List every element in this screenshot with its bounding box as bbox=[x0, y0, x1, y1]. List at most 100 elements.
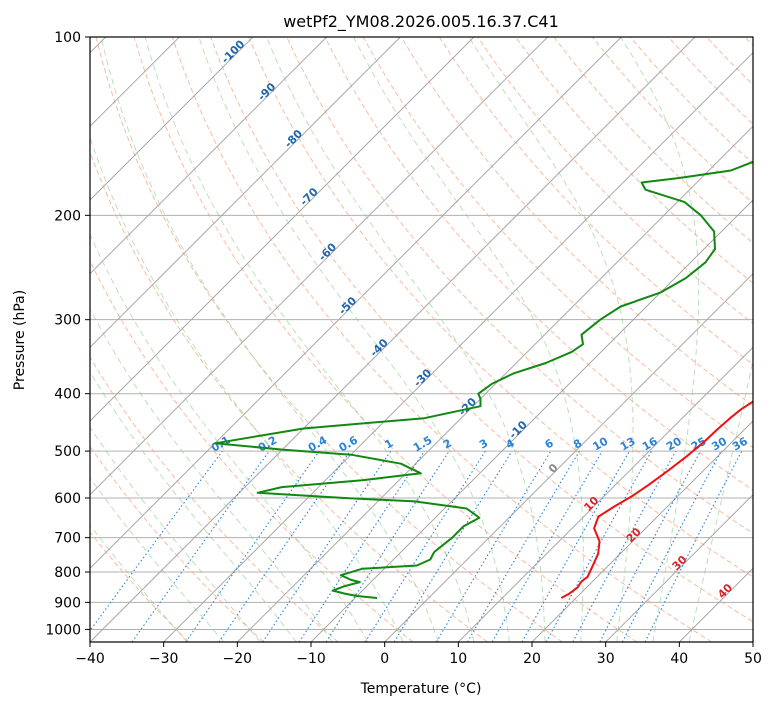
y-tick-label: 200 bbox=[54, 208, 81, 224]
isotherm-line bbox=[384, 272, 753, 642]
dry-adiabat bbox=[668, 37, 753, 125]
temperature-line bbox=[560, 400, 753, 599]
y-tick-label: 700 bbox=[54, 531, 81, 547]
moist-adiabat bbox=[90, 135, 404, 642]
mixing-ratio-label: 1 bbox=[382, 437, 395, 452]
x-tick-label: 40 bbox=[670, 651, 688, 667]
y-tick-label: 400 bbox=[54, 387, 81, 403]
dry-adiabat bbox=[90, 150, 488, 642]
dry-adiabat bbox=[438, 37, 753, 366]
isotherm-label: -90 bbox=[255, 80, 278, 103]
dry-adiabat bbox=[515, 37, 753, 284]
mixing-ratio-line bbox=[131, 450, 270, 642]
y-tick-label: 100 bbox=[54, 30, 81, 46]
moist-adiabat bbox=[198, 37, 510, 642]
moist-adiabat bbox=[620, 37, 700, 642]
mixing-ratio-line bbox=[435, 450, 552, 642]
moist-adiabat bbox=[468, 37, 634, 642]
dry-adiabat bbox=[90, 445, 264, 642]
mixing-ratio-line bbox=[572, 450, 677, 642]
dry-adiabat bbox=[553, 37, 753, 244]
x-axis-label: Temperature (°C) bbox=[360, 681, 482, 697]
mixing-ratio-line bbox=[599, 450, 701, 642]
isotherm-line bbox=[90, 37, 475, 422]
dry-adiabat bbox=[90, 531, 190, 642]
x-tick-label: 20 bbox=[523, 651, 541, 667]
mixing-ratio-line bbox=[521, 450, 630, 642]
x-tick-label: 30 bbox=[597, 651, 615, 667]
moist-adiabat bbox=[100, 37, 439, 642]
isotherm-line bbox=[310, 199, 753, 642]
x-tick-label: −20 bbox=[223, 651, 253, 667]
mixing-ratio-line bbox=[644, 450, 743, 642]
x-tick-label: −10 bbox=[296, 651, 326, 667]
dry-adiabat bbox=[744, 37, 753, 47]
isotherm-line bbox=[236, 125, 753, 642]
background-lines bbox=[90, 37, 753, 642]
y-axis-label: Pressure (hPa) bbox=[12, 290, 28, 390]
isotherm-label-warm: 10 bbox=[581, 494, 601, 514]
plot-frame bbox=[89, 36, 754, 643]
y-tick-label: 800 bbox=[54, 565, 81, 581]
x-tick-label: −30 bbox=[149, 651, 179, 667]
isotherm-label: -30 bbox=[411, 366, 434, 389]
moist-adiabat bbox=[688, 358, 753, 642]
moist-adiabat bbox=[266, 37, 546, 642]
x-axis: −40 −30 −20 −10 0 10 20 30 40 50 bbox=[75, 642, 762, 667]
moist-adiabat bbox=[90, 426, 261, 642]
mixing-ratio-line bbox=[298, 450, 425, 642]
moist-adiabat bbox=[90, 476, 225, 642]
mixing-ratio-line bbox=[393, 450, 513, 642]
y-tick-label: 900 bbox=[54, 595, 81, 611]
isotherm-line bbox=[90, 37, 622, 570]
moist-adiabat bbox=[90, 524, 188, 642]
y-tick-label: 500 bbox=[54, 444, 81, 460]
dry-adiabat bbox=[95, 37, 563, 642]
y-tick-label: 1000 bbox=[45, 622, 81, 638]
mixing-ratio-label: 3 bbox=[477, 437, 490, 452]
dry-adiabat bbox=[171, 37, 712, 642]
isotherm-label: -60 bbox=[316, 240, 339, 263]
isotherm-label-warm: 40 bbox=[715, 581, 735, 601]
mixing-ratio-line bbox=[90, 450, 223, 632]
x-tick-label: 0 bbox=[380, 651, 389, 667]
moist-adiabat bbox=[90, 233, 369, 642]
dry-adiabat bbox=[90, 259, 414, 642]
dry-adiabat bbox=[706, 37, 753, 86]
x-tick-label: −40 bbox=[75, 651, 105, 667]
isotherm-label: -40 bbox=[368, 336, 391, 359]
isotherm-label: -80 bbox=[282, 127, 305, 150]
isotherm-line bbox=[90, 37, 549, 496]
isotherm-label: -100 bbox=[219, 37, 248, 66]
mixing-ratio-line bbox=[185, 450, 320, 642]
isotherm-label-warm: 20 bbox=[624, 525, 644, 545]
isotherm-line bbox=[90, 37, 696, 642]
isotherm-label: -70 bbox=[298, 185, 321, 208]
x-tick-label: 10 bbox=[449, 651, 467, 667]
y-tick-label: 600 bbox=[54, 491, 81, 507]
moist-adiabat bbox=[90, 370, 297, 642]
isotherm-label: -50 bbox=[336, 294, 359, 317]
mixing-ratio-label: 2 bbox=[441, 437, 454, 452]
isotherm-line bbox=[457, 346, 753, 642]
mixing-ratio-line bbox=[325, 450, 450, 642]
dry-adiabat bbox=[324, 37, 753, 491]
dry-adiabat bbox=[133, 37, 638, 642]
mixing-ratio-label: 6 bbox=[543, 436, 556, 451]
mixing-ratio-line bbox=[262, 450, 392, 642]
dry-adiabat bbox=[362, 37, 753, 449]
chart-title: wetPf2_YM08.2026.005.16.37.C41 bbox=[283, 12, 559, 32]
isotherm-line bbox=[752, 641, 753, 642]
isotherm-line bbox=[90, 37, 254, 201]
x-tick-label: 50 bbox=[744, 651, 762, 667]
profile-lines bbox=[214, 160, 753, 599]
mixing-ratio-line bbox=[218, 450, 351, 642]
isotherm-line bbox=[531, 420, 753, 642]
isotherm-label-warm: 30 bbox=[670, 553, 690, 573]
dewpoint-line bbox=[214, 160, 753, 599]
dry-adiabat bbox=[90, 356, 339, 642]
moist-adiabat bbox=[90, 308, 333, 642]
isotherm-line bbox=[678, 567, 753, 642]
dry-adiabat bbox=[591, 37, 753, 204]
